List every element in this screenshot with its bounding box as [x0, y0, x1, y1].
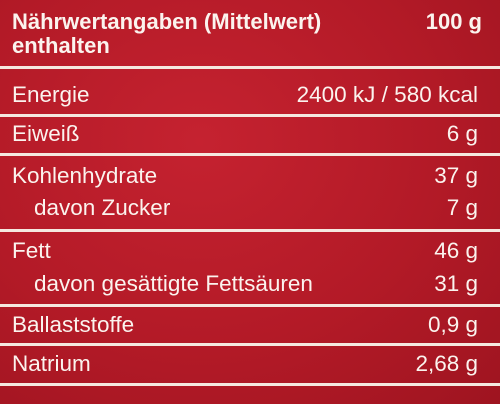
table-header: Nährwertangaben (Mittelwert) 100 g entha… [12, 10, 482, 58]
row-energy: Energie 2400 kJ / 580 kcal [12, 82, 478, 108]
row-label: Natrium [12, 351, 91, 376]
row-value: 7 g [446, 195, 478, 220]
row-value: 0,9 g [427, 312, 478, 337]
divider [0, 153, 500, 156]
row-value: 2,68 g [415, 351, 478, 376]
row-label: davon gesättigte Fettsäuren [34, 271, 313, 296]
header-row: Nährwertangaben (Mittelwert) 100 g [12, 10, 482, 34]
header-title: Nährwertangaben (Mittelwert) [12, 9, 322, 34]
divider [0, 383, 500, 386]
row-label: Ballaststoffe [12, 312, 135, 337]
row-label: Energie [12, 82, 90, 107]
row-value: 31 g [434, 271, 478, 296]
row-label: Fett [12, 238, 51, 263]
row-carbohydrates: Kohlenhydrate 37 g [12, 163, 478, 189]
divider [0, 114, 500, 117]
row-saturated-fat: davon gesättigte Fettsäuren 31 g [34, 271, 478, 297]
row-protein: Eiweiß 6 g [12, 121, 478, 147]
divider [0, 304, 500, 307]
divider [0, 229, 500, 232]
header-subtitle: enthalten [12, 33, 110, 58]
divider [0, 66, 500, 69]
row-label: Eiweiß [12, 121, 80, 146]
header-per-quantity: 100 g [425, 9, 482, 34]
row-value: 46 g [434, 238, 478, 263]
row-label: Kohlenhydrate [12, 163, 158, 188]
row-fat: Fett 46 g [12, 238, 478, 264]
row-value: 37 g [434, 163, 478, 188]
row-value: 6 g [446, 121, 478, 146]
row-sugar: davon Zucker 7 g [34, 195, 478, 221]
divider [0, 343, 500, 346]
row-value: 2400 kJ / 580 kcal [296, 82, 478, 107]
row-fiber: Ballaststoffe 0,9 g [12, 312, 478, 338]
row-label: davon Zucker [34, 195, 171, 220]
row-sodium: Natrium 2,68 g [12, 351, 478, 377]
